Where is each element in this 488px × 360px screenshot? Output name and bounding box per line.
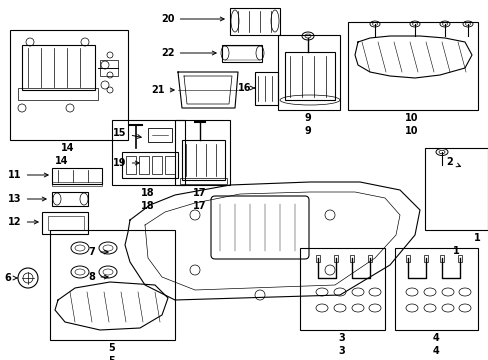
Bar xyxy=(48,216,84,230)
Bar xyxy=(122,152,178,178)
Text: 4: 4 xyxy=(432,346,439,356)
Bar xyxy=(42,212,88,234)
Bar xyxy=(22,45,95,90)
Bar xyxy=(164,156,175,174)
Text: 9: 9 xyxy=(304,126,311,136)
Text: 19: 19 xyxy=(113,158,139,168)
Text: 17: 17 xyxy=(193,201,206,211)
Text: 9: 9 xyxy=(304,113,311,123)
Text: 2: 2 xyxy=(446,157,460,167)
Bar xyxy=(278,35,339,110)
Bar xyxy=(52,168,102,184)
Text: 1: 1 xyxy=(473,233,479,243)
Bar xyxy=(52,192,88,206)
Bar xyxy=(182,140,224,180)
Text: 10: 10 xyxy=(405,126,418,136)
Bar xyxy=(439,255,443,262)
Text: 16: 16 xyxy=(238,83,254,93)
Bar xyxy=(139,156,149,174)
Text: 3: 3 xyxy=(338,346,345,356)
Text: 1: 1 xyxy=(452,246,458,256)
Bar xyxy=(367,255,371,262)
Bar xyxy=(50,230,175,340)
Text: 22: 22 xyxy=(161,48,216,58)
Text: 10: 10 xyxy=(405,113,418,123)
Text: 18: 18 xyxy=(141,201,155,211)
Text: 7: 7 xyxy=(88,247,108,257)
Bar xyxy=(285,52,334,100)
Bar xyxy=(52,182,102,186)
Text: 11: 11 xyxy=(8,170,48,180)
Bar xyxy=(299,248,384,330)
Bar xyxy=(347,22,477,110)
Text: 13: 13 xyxy=(8,194,46,204)
Bar xyxy=(100,60,118,76)
Text: 4: 4 xyxy=(432,333,439,343)
Bar xyxy=(10,30,128,140)
Bar xyxy=(229,8,280,35)
Text: 3: 3 xyxy=(338,333,345,343)
Text: 15: 15 xyxy=(113,128,141,138)
Bar xyxy=(112,120,184,185)
Bar xyxy=(222,45,262,62)
Bar xyxy=(18,88,98,100)
Bar xyxy=(126,156,136,174)
Text: 14: 14 xyxy=(61,143,75,153)
Bar xyxy=(394,248,477,330)
Text: 5: 5 xyxy=(108,356,115,360)
Text: 12: 12 xyxy=(8,217,38,227)
Bar xyxy=(315,255,319,262)
Bar xyxy=(405,255,409,262)
Text: 6: 6 xyxy=(4,273,17,283)
Bar xyxy=(424,148,487,230)
Bar xyxy=(175,120,229,185)
Bar xyxy=(349,255,353,262)
Bar xyxy=(152,156,162,174)
Text: 5: 5 xyxy=(108,343,115,353)
Text: 17: 17 xyxy=(193,188,206,198)
Text: 20: 20 xyxy=(161,14,224,24)
Text: 21: 21 xyxy=(151,85,174,95)
Bar xyxy=(148,128,172,142)
Bar xyxy=(254,72,278,105)
Bar xyxy=(180,178,226,184)
Text: 8: 8 xyxy=(88,272,108,282)
Text: 14: 14 xyxy=(55,156,69,166)
Bar xyxy=(333,255,337,262)
Text: 18: 18 xyxy=(141,188,155,198)
Bar xyxy=(457,255,461,262)
Bar xyxy=(423,255,427,262)
